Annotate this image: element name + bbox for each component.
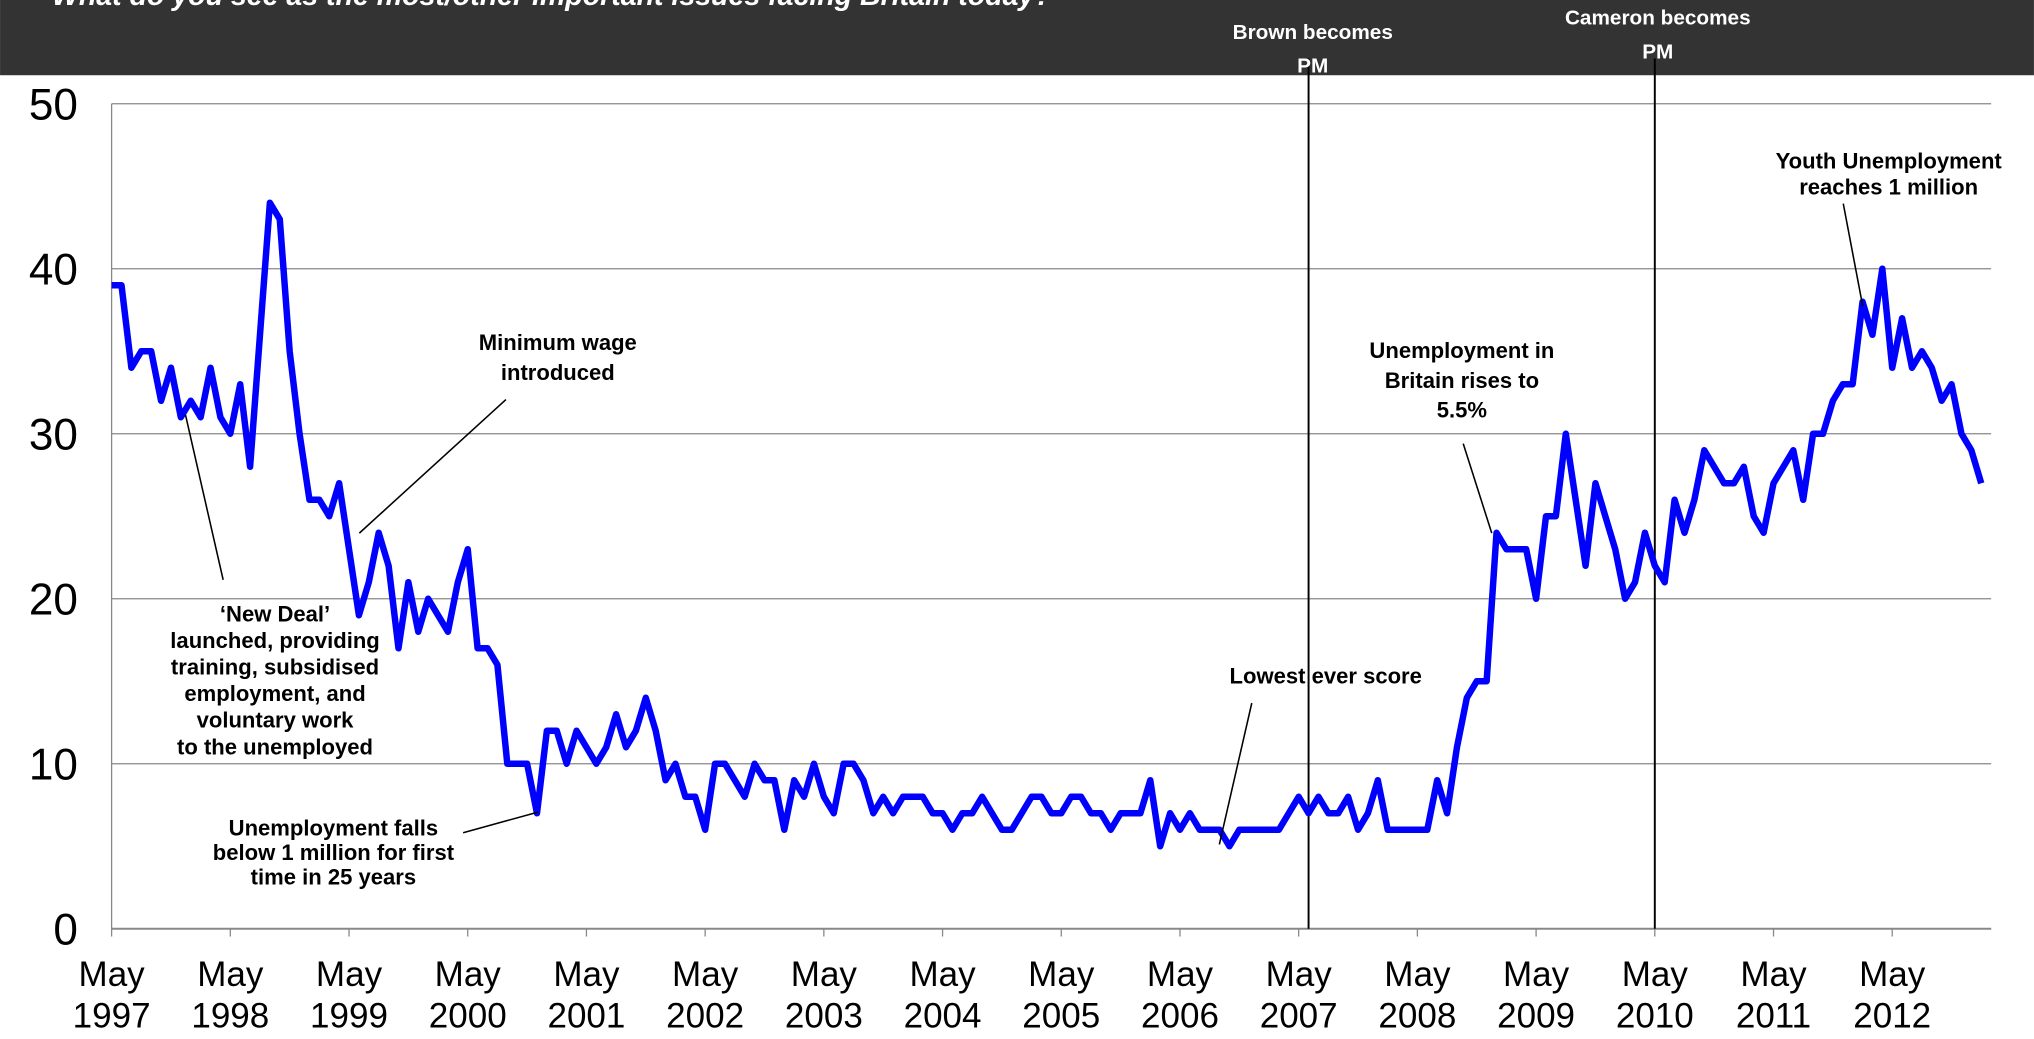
event-label: PM	[1642, 40, 1673, 63]
annotation-text: ‘New Deal’	[220, 601, 330, 626]
event-label: Brown becomes	[1233, 21, 1393, 44]
y-tick-label: 20	[29, 575, 78, 624]
chart-title: What do you see as the most/other import…	[52, 0, 1052, 12]
x-tick-label: May 2011	[1736, 955, 1811, 1036]
annotation-text: Lowest ever score	[1230, 664, 1422, 689]
x-tick-label: May 2007	[1260, 955, 1338, 1036]
y-tick-label: 0	[53, 905, 78, 954]
annotation-text: employment, and	[184, 681, 365, 706]
annotation-text: Unemployment in	[1369, 338, 1554, 363]
annotation-text: Minimum wage	[479, 330, 637, 355]
x-tick-label: May 2010	[1616, 955, 1694, 1036]
annotation-arrow	[184, 414, 224, 580]
y-tick-label: 40	[29, 245, 78, 294]
y-tick-label: 10	[29, 740, 78, 789]
annotation-arrow	[1218, 702, 1253, 845]
annotation-text: launched, providing	[170, 628, 379, 653]
x-tick-label: May 2000	[429, 955, 507, 1036]
x-tick-label: May 2001	[547, 955, 625, 1036]
annotation-text: voluntary work	[197, 708, 355, 733]
annotation-arrow	[1842, 203, 1864, 307]
x-tick-label: May 2003	[785, 955, 863, 1036]
y-tick-label: 30	[29, 410, 78, 459]
x-tick-label: May 2004	[904, 955, 982, 1036]
x-tick-label: May 2012	[1853, 955, 1931, 1036]
event-label: Cameron becomes	[1565, 7, 1751, 30]
x-tick-label: May 2005	[1022, 955, 1100, 1036]
annotation-text: Britain rises to	[1385, 368, 1539, 393]
annotation-arrow	[462, 811, 539, 834]
annotation-text: Unemployment falls	[229, 815, 438, 840]
event-label: PM	[1297, 55, 1328, 78]
annotation-text: to the unemployed	[177, 734, 373, 759]
annotation-text: introduced	[501, 360, 615, 385]
annotation-text: reaches 1 million	[1799, 175, 1978, 200]
annotation-text: 5.5%	[1437, 398, 1488, 423]
annotation-text: training, subsidised	[171, 655, 379, 680]
annotation-text: time in 25 years	[251, 865, 416, 890]
y-tick-label: 50	[29, 80, 78, 129]
x-tick-label: May 1998	[191, 955, 269, 1036]
x-tick-label: May 1999	[310, 955, 388, 1036]
x-tick-label: May 2002	[666, 955, 744, 1036]
x-tick-label: May 2009	[1497, 955, 1575, 1036]
annotation-arrow	[358, 398, 507, 534]
annotation-arrow	[1462, 443, 1493, 534]
data-line	[111, 199, 1985, 850]
annotation-text: below 1 million for first	[213, 840, 455, 865]
x-tick-label: May 1997	[73, 955, 151, 1036]
x-tick-label: May 2006	[1141, 955, 1219, 1036]
header-band	[0, 0, 2034, 76]
annotation-text: Youth Unemployment	[1776, 149, 2003, 174]
x-tick-label: May 2008	[1378, 955, 1456, 1036]
